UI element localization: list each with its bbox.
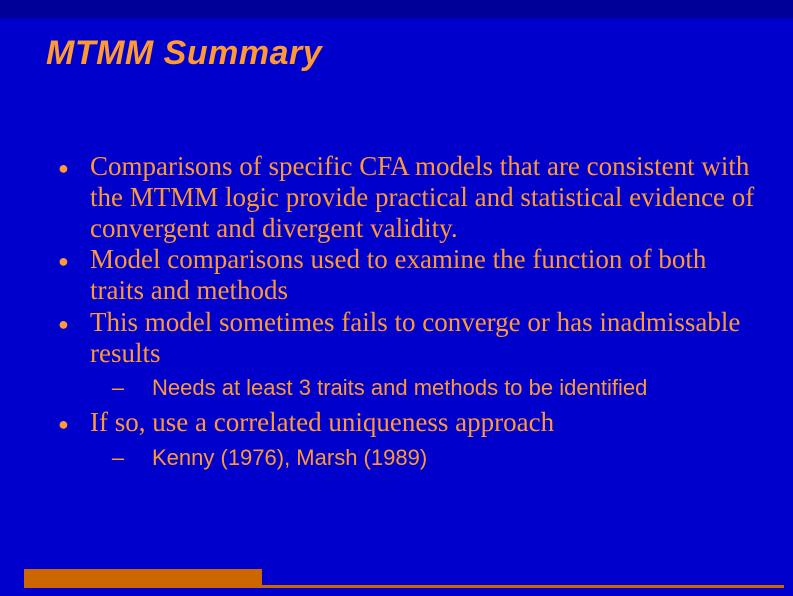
bullet-dot-icon: ● (46, 407, 90, 438)
bullet-text: Model comparisons used to examine the fu… (90, 244, 757, 306)
dash-icon: – (46, 444, 152, 473)
bullet-dot-icon: ● (46, 151, 90, 243)
bullet-item: ● Comparisons of specific CFA models tha… (46, 151, 757, 243)
sub-bullet-text: Kenny (1976), Marsh (1989) (152, 444, 757, 473)
title-bar (0, 0, 793, 18)
accent-bar (24, 569, 262, 585)
bullet-text: This model sometimes fails to converge o… (90, 307, 757, 369)
bullet-dot-icon: ● (46, 244, 90, 306)
slide-title: MTMM Summary (0, 18, 793, 73)
slide-body: ● Comparisons of specific CFA models tha… (0, 73, 793, 472)
sub-bullet-item: – Needs at least 3 traits and methods to… (46, 374, 757, 403)
sub-bullet-item: – Kenny (1976), Marsh (1989) (46, 444, 757, 473)
bullet-item: ● This model sometimes fails to converge… (46, 307, 757, 369)
bullet-item: ● If so, use a correlated uniqueness app… (46, 407, 757, 438)
bullet-text: Comparisons of specific CFA models that … (90, 151, 757, 243)
accent-line (24, 585, 784, 588)
bullet-dot-icon: ● (46, 307, 90, 369)
sub-bullet-text: Needs at least 3 traits and methods to b… (152, 374, 757, 403)
bullet-text: If so, use a correlated uniqueness appro… (90, 407, 757, 438)
bullet-item: ● Model comparisons used to examine the … (46, 244, 757, 306)
dash-icon: – (46, 374, 152, 403)
